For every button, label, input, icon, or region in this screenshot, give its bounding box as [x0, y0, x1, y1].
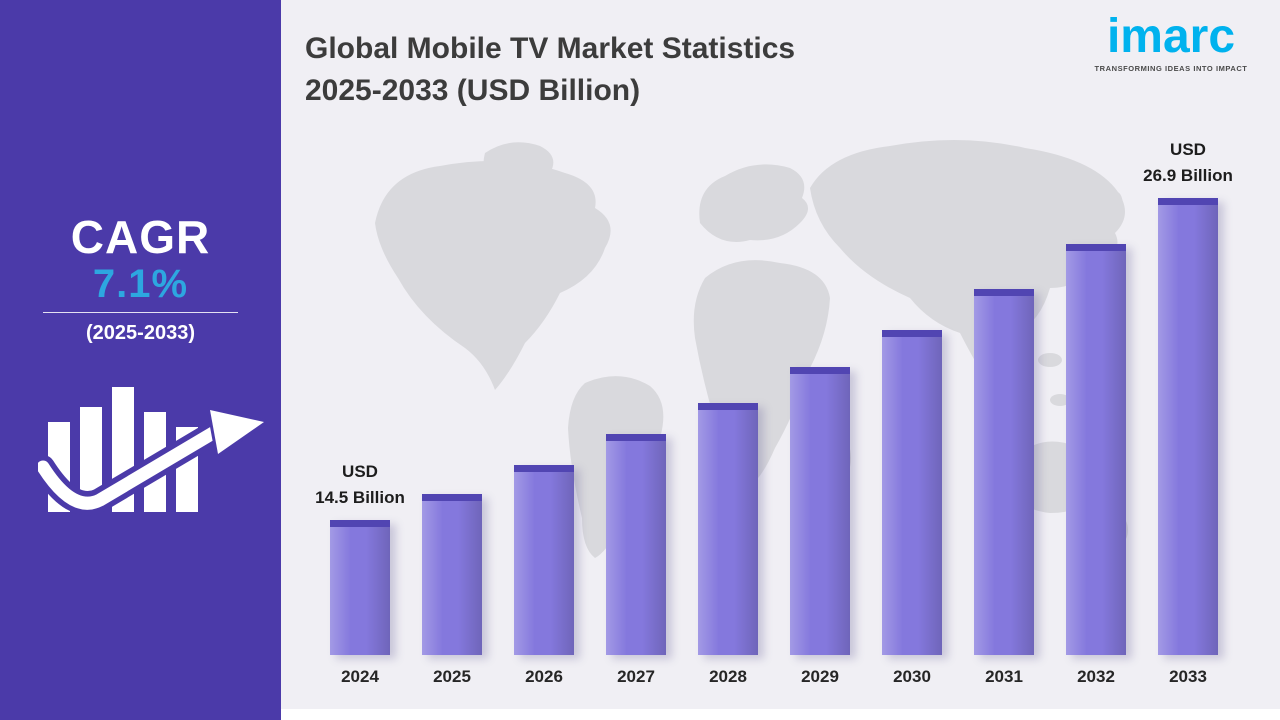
chart-title: Global Mobile TV Market Statistics 2025-… [305, 28, 795, 112]
bar-2031 [974, 289, 1034, 655]
bar-cap [330, 520, 390, 527]
bar-column-2025: 2025 [422, 169, 482, 686]
bar-value-label-2024: USD 14.5 Billion [315, 462, 405, 507]
cagr-label: CAGR [70, 211, 211, 263]
bar-cap [514, 465, 574, 472]
x-axis-label-2024: 2024 [341, 667, 379, 686]
chart-title-line1: Global Mobile TV Market Statistics [305, 32, 796, 65]
bar-cap [422, 494, 482, 501]
bar-2030 [882, 330, 942, 655]
x-axis-label-2030: 2030 [893, 667, 931, 686]
imarc-logo: imarc TRANSFORMING IDEAS INTO IMPACT [1086, 10, 1256, 74]
footer-strip [281, 709, 1280, 720]
bar-cap [974, 289, 1034, 296]
bar-2029 [790, 367, 850, 655]
bar-column-2027: 2027 [606, 169, 666, 686]
bar-cap [882, 330, 942, 337]
bar-column-2028: 2028 [698, 169, 758, 686]
bar-column-2026: 2026 [514, 169, 574, 686]
bar-cap [606, 434, 666, 441]
bar-cap [698, 403, 758, 410]
bar-column-2033: 2033 USD 26.9 Billion [1143, 140, 1233, 686]
bar-2028 [698, 403, 758, 655]
bar-column-2029: 2029 [790, 169, 850, 686]
x-axis-label-2031: 2031 [985, 667, 1023, 686]
bar-value-label-2033: USD 26.9 Billion [1143, 140, 1233, 185]
growth-arrow-icon [38, 387, 267, 516]
x-axis-label-2027: 2027 [617, 667, 655, 686]
logo-tagline: TRANSFORMING IDEAS INTO IMPACT [1094, 64, 1248, 74]
sidebar: CAGR 7.1% (2025-2033) [0, 0, 281, 720]
bar-2026 [514, 465, 574, 655]
bar-column-2030: 2030 [882, 169, 942, 686]
logo-wordmark: imarc [1106, 10, 1236, 63]
bar-cap [1158, 198, 1218, 205]
bar-2027 [606, 434, 666, 655]
x-axis-label-2026: 2026 [525, 667, 563, 686]
bar-2032 [1066, 244, 1126, 655]
bar-2024 [330, 520, 390, 655]
bar-2025 [422, 494, 482, 655]
x-axis-label-2029: 2029 [801, 667, 839, 686]
chart-panel: Global Mobile TV Market Statistics 2025-… [281, 0, 1280, 720]
bar-2033 [1158, 198, 1218, 655]
x-axis-label-2033: 2033 [1169, 667, 1207, 686]
x-axis-label-2032: 2032 [1077, 667, 1115, 686]
bar-chart: 2024 USD 14.5 Billion 2025 2026 2027 2028 2029… [315, 140, 1233, 686]
bar-column-2024: 2024 USD 14.5 Billion [315, 169, 405, 686]
chart-title-line2: 2025-2033 (USD Billion) [305, 74, 641, 107]
cagr-value: 7.1% [92, 262, 189, 306]
x-axis-label-2025: 2025 [433, 667, 471, 686]
bar-column-2031: 2031 [974, 169, 1034, 686]
x-axis-label-2028: 2028 [709, 667, 747, 686]
bar-column-2032: 2032 [1066, 169, 1126, 686]
cagr-period: (2025-2033) [86, 322, 195, 344]
bar-cap [790, 367, 850, 374]
cagr-underline [43, 312, 238, 313]
bar-cap [1066, 244, 1126, 251]
